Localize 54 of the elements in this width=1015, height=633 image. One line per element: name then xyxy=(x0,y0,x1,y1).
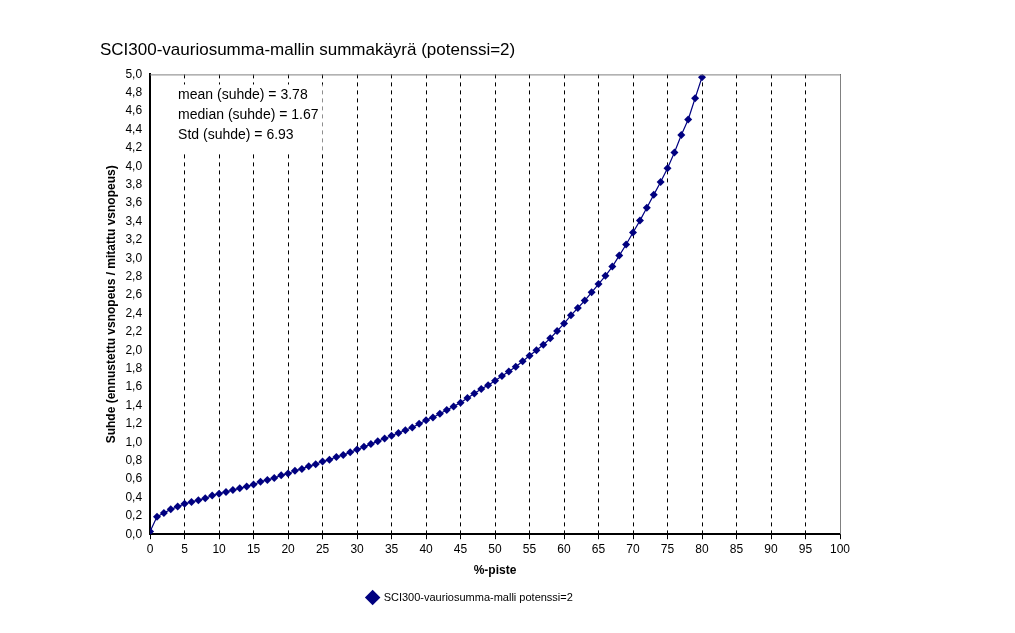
y-tick-label: 0,2 xyxy=(125,508,143,523)
x-tick-label: 20 xyxy=(281,541,296,556)
x-tick-label: 70 xyxy=(626,541,641,556)
x-tick-label: 50 xyxy=(488,541,503,556)
y-tick-label: 1,4 xyxy=(125,397,143,412)
chart-title: SCI300-vauriosumma-mallin summakäyrä (potenssi=2) xyxy=(100,39,516,59)
x-tick-label: 80 xyxy=(695,541,710,556)
x-tick-label: 0 xyxy=(146,541,154,556)
x-axis-title: %-piste xyxy=(473,563,517,578)
y-tick-label: 3,6 xyxy=(125,195,143,210)
y-tick-label: 2,6 xyxy=(125,287,143,302)
legend-label: SCI300-vauriosumma-malli potenssi=2 xyxy=(383,590,573,603)
x-tick-label: 25 xyxy=(315,541,330,556)
y-tick-label: 4,0 xyxy=(125,158,143,173)
y-tick-label: 0,6 xyxy=(125,471,143,486)
x-tick-label: 60 xyxy=(557,541,572,556)
y-tick-label: 2,2 xyxy=(125,324,143,339)
y-tick-label: 2,4 xyxy=(125,305,143,320)
x-tick-label: 95 xyxy=(798,541,813,556)
y-tick-label: 1,2 xyxy=(125,416,143,431)
y-tick-label: 3,0 xyxy=(125,250,143,265)
x-tick-label: 10 xyxy=(212,541,227,556)
y-tick-label: 0,0 xyxy=(125,526,143,541)
y-axis-title: Suhde (ennustettu vsnopeus / mitattu vsnopeus) xyxy=(103,165,118,444)
annotation: median (suhde) = 1.67 xyxy=(178,106,319,123)
x-tick-label: 5 xyxy=(181,541,189,556)
y-tick-label: 2,0 xyxy=(125,342,143,357)
y-tick-label: 5,0 xyxy=(125,66,143,81)
y-tick-label: 0,8 xyxy=(125,452,143,467)
x-tick-label: 65 xyxy=(591,541,606,556)
y-tick-label: 4,2 xyxy=(125,140,143,155)
x-tick-label: 75 xyxy=(660,541,675,556)
y-tick-label: 4,8 xyxy=(125,85,143,100)
x-tick-label: 85 xyxy=(729,541,744,556)
y-tick-label: 1,6 xyxy=(125,379,143,394)
annotation: Std (suhde) = 6.93 xyxy=(178,126,294,143)
x-tick-label: 55 xyxy=(522,541,537,556)
x-tick-label: 100 xyxy=(829,541,851,556)
y-tick-label: 1,0 xyxy=(125,434,143,449)
y-tick-label: 4,6 xyxy=(125,103,143,118)
y-tick-label: 0,4 xyxy=(125,489,143,504)
x-tick-label: 90 xyxy=(764,541,778,556)
x-tick-label: 30 xyxy=(350,541,365,556)
y-tick-label: 1,8 xyxy=(125,360,143,375)
y-tick-label: 3,4 xyxy=(125,213,143,228)
annotation: mean (suhde) = 3.78 xyxy=(178,86,308,103)
x-tick-label: 35 xyxy=(384,541,399,556)
y-tick-label: 3,2 xyxy=(125,232,143,247)
x-tick-label: 40 xyxy=(419,541,434,556)
x-tick-label: 15 xyxy=(246,541,261,556)
y-tick-label: 4,4 xyxy=(125,121,143,136)
y-tick-label: 3,8 xyxy=(125,177,143,192)
x-tick-label: 45 xyxy=(453,541,468,556)
y-tick-label: 2,8 xyxy=(125,269,143,284)
